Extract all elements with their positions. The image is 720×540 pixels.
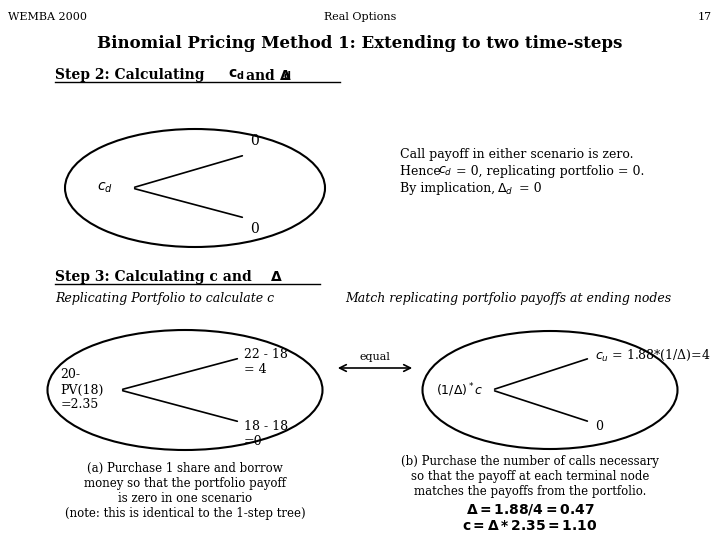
Text: Step 3: Calculating c and: Step 3: Calculating c and — [55, 270, 256, 284]
Text: and $\mathbf{\Delta}$: and $\mathbf{\Delta}$ — [241, 68, 292, 83]
Text: (a) Purchase 1 share and borrow
money so that the portfolio payoff
is zero in on: (a) Purchase 1 share and borrow money so… — [65, 462, 305, 520]
Text: By implication,: By implication, — [400, 182, 499, 195]
Text: Binomial Pricing Method 1: Extending to two time-steps: Binomial Pricing Method 1: Extending to … — [97, 35, 623, 52]
Text: (b) Purchase the number of calls necessary
so that the payoff at each terminal n: (b) Purchase the number of calls necessa… — [401, 455, 659, 498]
Text: Hence: Hence — [400, 165, 445, 178]
Text: Step 2: Calculating: Step 2: Calculating — [55, 68, 210, 82]
Text: $c_d$: $c_d$ — [97, 181, 113, 195]
Text: $c_u$ = 1.88*(1/Δ)=4: $c_u$ = 1.88*(1/Δ)=4 — [595, 348, 711, 363]
Text: 0: 0 — [595, 420, 603, 433]
Text: Replicating Portfolio to calculate c: Replicating Portfolio to calculate c — [55, 292, 274, 305]
Text: = 0, replicating portfolio = 0.: = 0, replicating portfolio = 0. — [452, 165, 644, 178]
Text: 20-
PV(18)
=2.35: 20- PV(18) =2.35 — [60, 368, 104, 411]
Text: $\mathbf{c_d}$: $\mathbf{c_d}$ — [228, 68, 245, 83]
Text: Match replicating portfolio payoffs at ending nodes: Match replicating portfolio payoffs at e… — [345, 292, 671, 305]
Text: = 0: = 0 — [515, 182, 541, 195]
Text: 22 - 18
= 4: 22 - 18 = 4 — [244, 348, 288, 376]
Text: $\mathbf{\Delta}$: $\mathbf{\Delta}$ — [270, 270, 283, 284]
Text: $\mathbf{\Delta = 1.88/4 = 0.47}$: $\mathbf{\Delta = 1.88/4 = 0.47}$ — [466, 502, 594, 517]
Text: 0: 0 — [250, 134, 258, 148]
Text: Call payoff in either scenario is zero.: Call payoff in either scenario is zero. — [400, 148, 634, 161]
Text: $(1/\Delta)^*c$: $(1/\Delta)^*c$ — [436, 381, 484, 399]
Text: $c_d$: $c_d$ — [438, 165, 452, 178]
Text: 18 - 18
=0: 18 - 18 =0 — [244, 420, 288, 448]
Text: $\mathbf{_d}$: $\mathbf{_d}$ — [283, 68, 292, 82]
Text: Real Options: Real Options — [324, 12, 396, 22]
Text: 17: 17 — [698, 12, 712, 22]
Text: $\mathbf{c = \Delta * 2.35 = 1.10}$: $\mathbf{c = \Delta * 2.35 = 1.10}$ — [462, 519, 598, 533]
Text: $\Delta_d$: $\Delta_d$ — [497, 182, 513, 197]
Text: WEMBA 2000: WEMBA 2000 — [8, 12, 87, 22]
Text: equal: equal — [359, 352, 390, 362]
Text: 0: 0 — [250, 222, 258, 236]
